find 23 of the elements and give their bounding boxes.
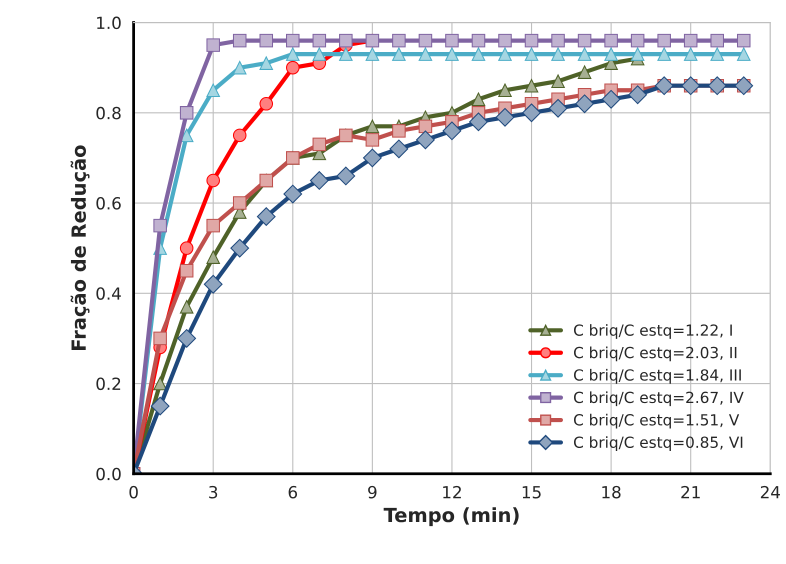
legend-label: C briq/C estq=1.84, III	[574, 368, 741, 384]
x-tick-label: 12	[443, 486, 461, 498]
y-tick-label: 1.0	[97, 16, 121, 30]
x-tick-label: 0	[129, 486, 138, 498]
y-tick-label: 0.0	[96, 468, 121, 480]
x-tick-label: 15	[522, 486, 541, 498]
y-tick-label: 0.6	[96, 197, 121, 210]
x-tick-label: 3	[209, 486, 218, 498]
y-tick-label: 0.4	[96, 287, 121, 300]
x-axis-title: Tempo (min)	[384, 507, 519, 526]
legend-label: C briq/C estq=0.85, VI	[574, 436, 742, 451]
legend-label: C briq/C estq=2.67, IV	[574, 391, 744, 406]
x-tick-label: 9	[368, 486, 376, 498]
y-tick-label: 0.8	[96, 106, 121, 120]
x-tick-label: 21	[681, 486, 700, 498]
x-tick-label: 6	[288, 486, 298, 498]
legend-label: C briq/C estq=1.51, V	[574, 414, 740, 429]
y-axis-title: Fração de Redução	[70, 145, 90, 350]
y-tick-label: 0.2	[96, 377, 120, 390]
legend-label: C briq/C estq=2.03, II	[574, 346, 736, 362]
x-tick-label: 24	[760, 486, 780, 498]
x-tick-label: 18	[602, 486, 621, 498]
legend-label: C briq/C estq=1.22, I	[574, 324, 732, 339]
